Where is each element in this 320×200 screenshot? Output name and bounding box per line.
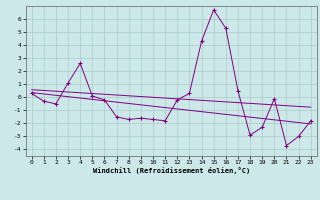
X-axis label: Windchill (Refroidissement éolien,°C): Windchill (Refroidissement éolien,°C)	[92, 167, 250, 174]
